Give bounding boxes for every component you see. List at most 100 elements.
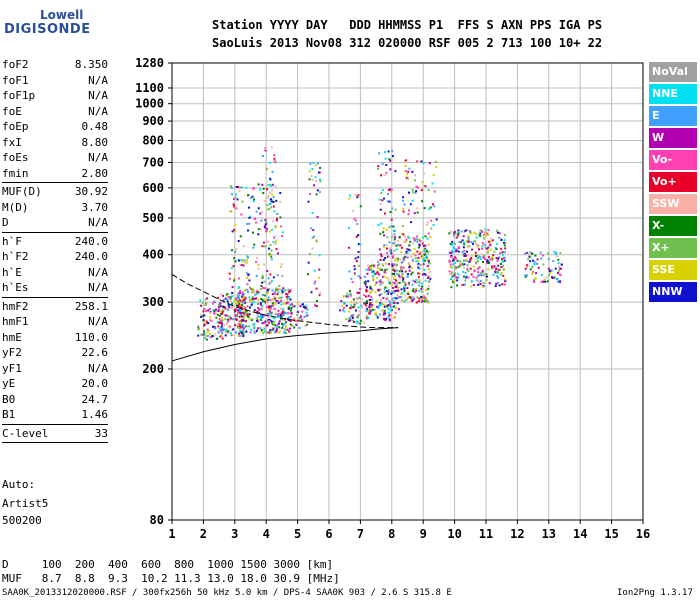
echo-point: [362, 294, 365, 297]
echo-point: [242, 334, 245, 337]
param-value: 240.0: [74, 234, 108, 248]
echo-point: [504, 234, 507, 237]
echo-point: [270, 228, 273, 231]
echo-point: [420, 256, 423, 259]
echo-point: [421, 299, 424, 302]
echo-point: [318, 178, 321, 181]
echo-point: [260, 317, 263, 320]
echo-point: [364, 304, 367, 307]
echo-point: [253, 309, 256, 312]
x-tick-label: 5: [294, 527, 301, 541]
echo-point: [453, 261, 456, 264]
echo-point: [246, 258, 249, 261]
echo-point: [272, 205, 275, 208]
echo-point: [384, 286, 387, 289]
echo-point: [217, 325, 220, 328]
param-row: MUF(D) 30.92: [2, 184, 108, 200]
echo-point: [395, 244, 398, 247]
echo-point: [200, 304, 203, 307]
echo-point: [227, 296, 230, 299]
echo-point: [501, 251, 504, 254]
echo-point: [239, 329, 242, 332]
echo-point: [270, 282, 273, 285]
echo-point: [547, 267, 550, 270]
echo-point: [235, 304, 238, 307]
echo-point: [241, 330, 244, 333]
echo-point: [497, 257, 500, 260]
param-label: B0: [2, 392, 16, 406]
echo-point: [340, 300, 343, 303]
echo-point: [383, 305, 386, 308]
echo-point: [480, 272, 483, 275]
echo-point: [559, 267, 562, 270]
echo-point: [389, 309, 392, 312]
echo-point: [479, 279, 482, 282]
echo-point: [483, 275, 486, 278]
echo-point: [455, 257, 458, 260]
echo-point: [227, 320, 230, 323]
echo-point: [307, 273, 310, 276]
echo-point: [369, 266, 372, 269]
echo-point: [455, 276, 458, 279]
echo-point: [394, 301, 397, 304]
echo-point: [244, 297, 247, 300]
echo-point: [388, 200, 391, 203]
echo-point: [432, 224, 435, 227]
echo-point: [284, 312, 287, 315]
echo-point: [240, 319, 243, 322]
param-label: M(D): [2, 200, 29, 214]
echo-point: [197, 326, 200, 329]
echo-point: [389, 210, 392, 213]
echo-point: [411, 191, 414, 194]
profile-trace: [171, 327, 399, 362]
echo-point: [425, 256, 428, 259]
echo-point: [372, 289, 375, 292]
echo-point: [384, 268, 387, 271]
echo-point: [418, 279, 421, 282]
param-row: yE 20.0: [2, 376, 108, 392]
echo-point: [453, 234, 456, 237]
echo-point: [493, 250, 496, 253]
echo-point: [299, 315, 302, 318]
echo-point: [393, 272, 396, 275]
param-value: 258.1: [74, 299, 108, 313]
echo-point: [246, 288, 249, 291]
echo-point: [557, 258, 560, 261]
echo-point: [393, 290, 396, 293]
echo-point: [205, 320, 208, 323]
param-value: N/A: [88, 151, 108, 164]
echo-point: [224, 307, 227, 310]
echo-point: [245, 310, 248, 313]
echo-point: [255, 260, 258, 263]
echo-point: [421, 267, 424, 270]
echo-point: [451, 240, 454, 243]
y-tick-label: 800: [142, 133, 164, 147]
echo-point: [459, 260, 462, 263]
echo-point: [432, 173, 435, 176]
echo-point: [491, 265, 494, 268]
echo-point: [490, 267, 493, 270]
echo-point: [281, 274, 284, 277]
echo-point: [499, 252, 502, 255]
echo-point: [233, 308, 236, 311]
echo-point: [206, 334, 209, 337]
param-label: yF1: [2, 361, 22, 375]
param-label: hmE: [2, 330, 22, 344]
echo-point: [347, 310, 350, 313]
echo-point: [251, 187, 254, 190]
echo-point: [280, 296, 283, 299]
echo-point: [396, 302, 399, 305]
echo-point: [492, 266, 495, 269]
echo-point: [278, 296, 281, 299]
echo-point: [495, 267, 498, 270]
echo-point: [252, 290, 255, 293]
echo-point: [305, 304, 308, 307]
echo-point: [284, 324, 287, 327]
echo-point: [240, 315, 243, 318]
echo-point: [239, 321, 242, 324]
echo-point: [378, 198, 381, 201]
echo-point: [526, 274, 529, 277]
echo-point: [224, 314, 227, 317]
echo-point: [429, 236, 432, 239]
echo-point: [406, 297, 409, 300]
